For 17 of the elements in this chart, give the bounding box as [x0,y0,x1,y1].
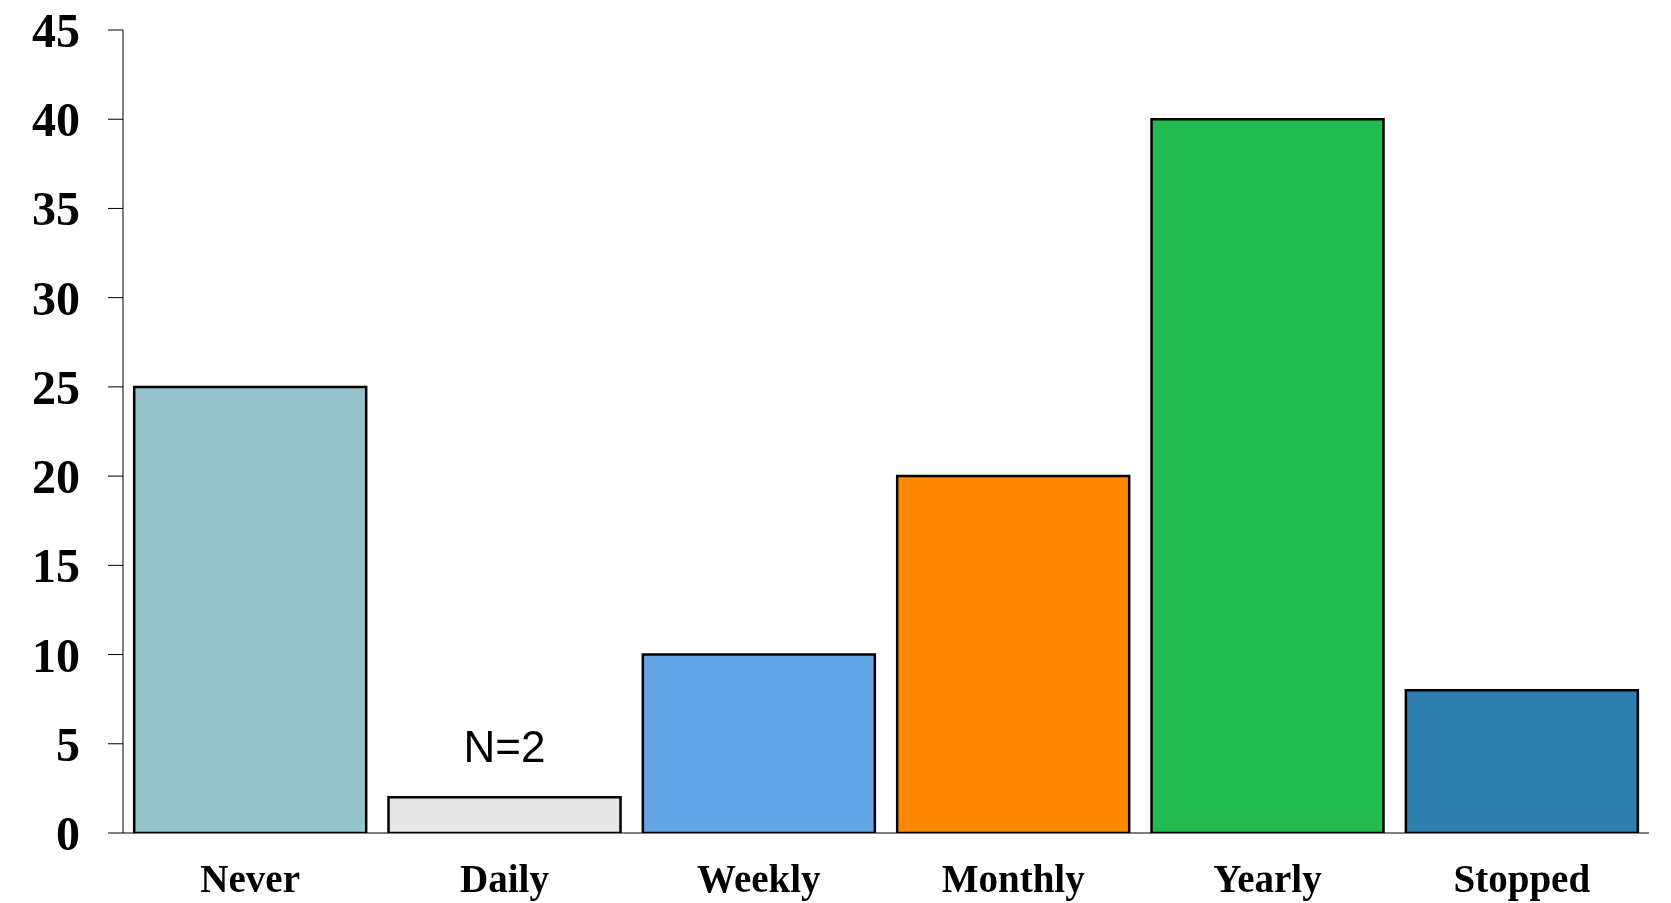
x-tick-label: Weekly [697,856,822,901]
x-tick-label: Daily [460,856,550,901]
data-label: N=2 [463,722,546,772]
y-tick-label: 0 [56,807,80,861]
x-tick-label: Stopped [1453,856,1591,901]
y-tick-label: 35 [32,182,80,236]
y-tick-label: 15 [32,539,80,593]
x-tick-label: Monthly [941,856,1086,901]
y-tick-label: 45 [32,4,80,58]
y-tick-label: 20 [32,450,80,504]
y-tick-label: 5 [56,717,80,771]
y-tick-label: 40 [32,93,80,147]
y-tick-label: 25 [32,360,80,414]
y-tick-label: 10 [32,628,80,682]
x-tick-label: Yearly [1213,856,1323,901]
y-tick-label: 30 [32,271,80,325]
x-tick-label: Never [200,856,300,900]
